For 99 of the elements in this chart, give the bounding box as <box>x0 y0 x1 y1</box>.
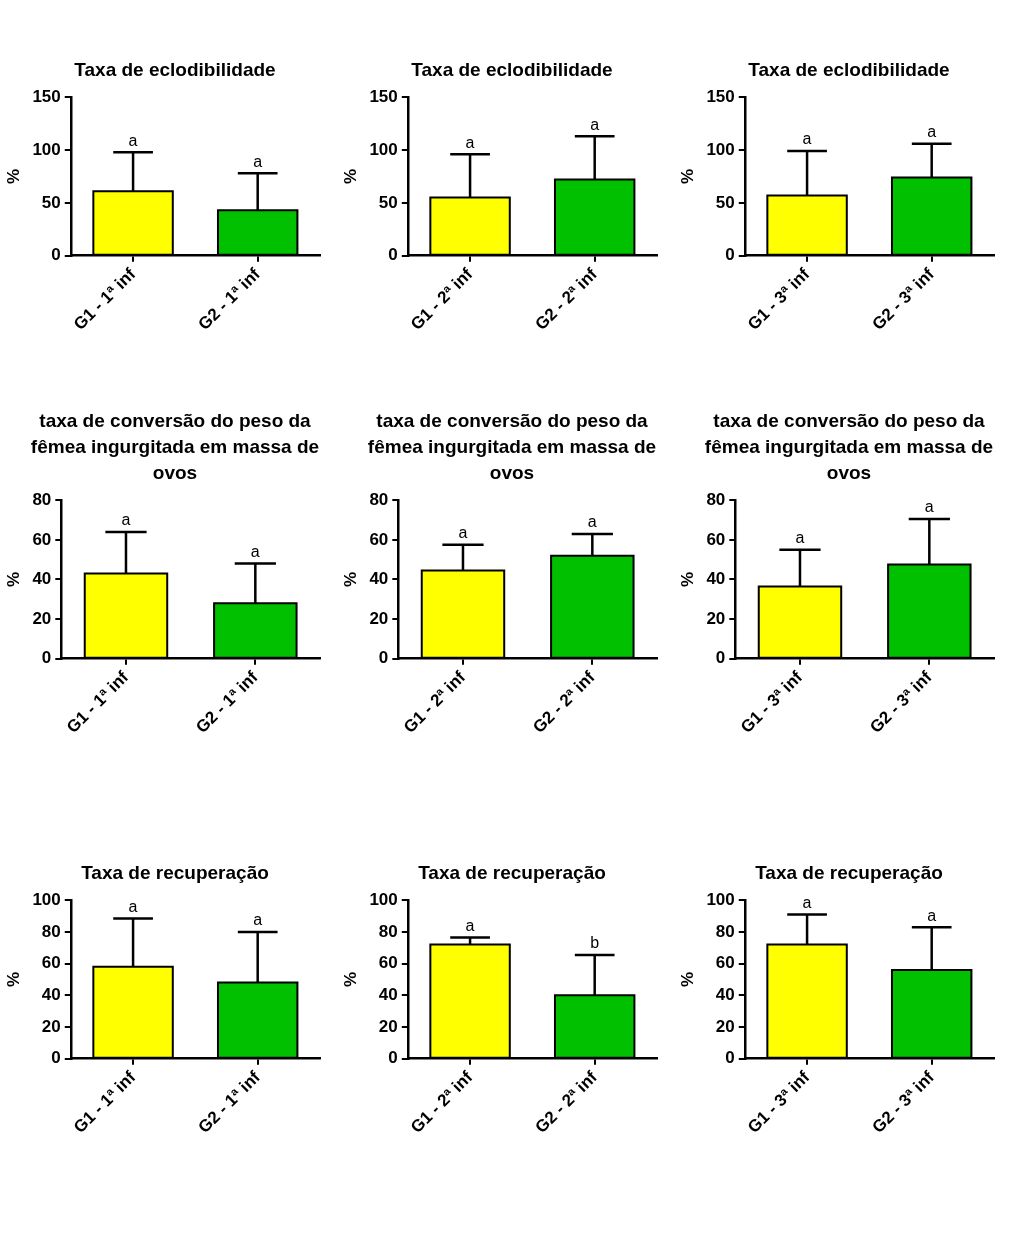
chart-title: Taxa de recuperação <box>80 861 270 885</box>
x-tick-label: G1 - 3ª inf <box>736 667 807 737</box>
y-tick-label: 80 <box>369 489 389 509</box>
y-tick-label: 40 <box>715 984 735 1004</box>
y-tick-label: 20 <box>378 1016 398 1036</box>
x-tick-label: G2 - 2ª inf <box>529 667 599 737</box>
chart-title: taxa de conversão do peso da fêmea ingurgitada em massa de ovos <box>30 409 320 485</box>
x-tick-label: G2 - 3ª inf <box>866 667 936 737</box>
annotation: a <box>458 524 468 542</box>
y-tick-label: 40 <box>32 569 52 589</box>
y-tick-label: 50 <box>41 192 61 212</box>
y-tick-label: 40 <box>369 569 389 589</box>
y-tick-label: 0 <box>725 1048 735 1068</box>
y-tick-label: 0 <box>51 1048 61 1068</box>
x-tick-label: G2 - 1ª inf <box>194 264 265 334</box>
annotation: a <box>128 897 138 915</box>
y-tick-label: 40 <box>378 984 398 1004</box>
annotation: a <box>128 131 138 149</box>
y-tick-label: 20 <box>706 608 726 628</box>
y-tick-label: 100 <box>32 139 61 159</box>
y-axis-title: % <box>340 571 360 588</box>
y-tick-label: 80 <box>378 921 398 941</box>
y-tick-label: 60 <box>706 529 726 549</box>
y-tick-label: 0 <box>388 245 398 265</box>
y-tick-label: 50 <box>715 192 735 212</box>
annotation: a <box>927 123 937 141</box>
y-tick-label: 80 <box>32 489 52 509</box>
annotation: a <box>587 513 597 531</box>
chart-title: taxa de conversão do peso da fêmea ingurgitada em massa de ovos <box>367 409 657 485</box>
y-tick-label: 80 <box>41 921 61 941</box>
x-tick-label: G1 - 2ª inf <box>399 667 470 737</box>
y-axis-title: % <box>340 168 360 185</box>
annotation: a <box>802 130 812 148</box>
y-axis-title: % <box>3 571 23 588</box>
x-tick-label: G2 - 1ª inf <box>192 667 262 737</box>
y-tick-label: 50 <box>378 192 398 212</box>
y-tick-label: 150 <box>369 86 398 106</box>
x-tick-label: G2 - 3ª inf <box>868 1067 939 1137</box>
annotation: a <box>924 498 934 516</box>
annotation: a <box>121 511 131 529</box>
y-tick-label: 40 <box>706 569 726 589</box>
y-tick-label: 20 <box>715 1016 735 1036</box>
y-tick-label: 60 <box>369 529 389 549</box>
y-tick-label: 60 <box>41 953 61 973</box>
x-tick-label: G1 - 1ª inf <box>69 264 140 334</box>
annotation: a <box>465 916 475 934</box>
y-tick-label: 20 <box>32 608 52 628</box>
annotation: a <box>250 543 260 561</box>
y-tick-label: 100 <box>369 139 398 159</box>
x-tick-label: G1 - 1ª inf <box>69 1067 140 1137</box>
x-tick-label: G2 - 1ª inf <box>194 1067 265 1137</box>
y-tick-label: 40 <box>41 984 61 1004</box>
y-tick-label: 20 <box>41 1016 61 1036</box>
y-tick-label: 0 <box>725 245 735 265</box>
y-tick-label: 100 <box>369 889 398 909</box>
chart-title: taxa de conversão do peso da fêmea ingurgitada em massa de ovos <box>704 409 994 485</box>
y-tick-label: 0 <box>715 648 726 668</box>
y-tick-label: 0 <box>41 648 52 668</box>
annotation: b <box>590 934 600 952</box>
y-axis-title: % <box>677 971 697 988</box>
annotation: a <box>590 115 600 133</box>
y-tick-label: 60 <box>378 953 398 973</box>
annotation: a <box>927 906 937 924</box>
annotation: a <box>802 893 812 911</box>
x-tick-label: G1 - 2ª inf <box>406 264 477 334</box>
y-tick-label: 60 <box>715 953 735 973</box>
annotation: a <box>253 152 263 170</box>
y-tick-label: 150 <box>32 86 61 106</box>
y-axis-title: % <box>677 571 697 588</box>
y-tick-label: 60 <box>32 529 52 549</box>
x-tick-label: G1 - 2ª inf <box>406 1067 477 1137</box>
y-tick-label: 150 <box>706 86 735 106</box>
chart-title: Taxa de eclodibilidade <box>747 58 951 82</box>
y-tick-label: 0 <box>51 245 61 265</box>
x-tick-label: G1 - 3ª inf <box>743 1067 814 1137</box>
chart-title: Taxa de recuperação <box>417 861 607 885</box>
annotation: a <box>253 911 263 929</box>
x-tick-label: G2 - 2ª inf <box>531 264 602 334</box>
y-tick-label: 100 <box>706 139 735 159</box>
annotation: a <box>795 529 805 547</box>
x-tick-label: G1 - 1ª inf <box>62 667 133 737</box>
y-tick-label: 100 <box>32 889 61 909</box>
y-tick-label: 80 <box>715 921 735 941</box>
chart-title: Taxa de eclodibilidade <box>410 58 614 82</box>
x-tick-label: G2 - 2ª inf <box>531 1067 602 1137</box>
chart-title: Taxa de eclodibilidade <box>73 58 277 82</box>
y-axis-title: % <box>3 168 23 185</box>
x-tick-label: G1 - 3ª inf <box>743 264 814 334</box>
y-tick-label: 0 <box>378 648 389 668</box>
x-tick-label: G2 - 3ª inf <box>868 264 939 334</box>
y-tick-label: 20 <box>369 608 389 628</box>
annotation: a <box>465 133 475 151</box>
y-axis-title: % <box>340 971 360 988</box>
chart-title: Taxa de recuperação <box>754 861 944 885</box>
y-tick-label: 80 <box>706 489 726 509</box>
y-tick-label: 100 <box>706 889 735 909</box>
y-tick-label: 0 <box>388 1048 398 1068</box>
y-axis-title: % <box>3 971 23 988</box>
y-axis-title: % <box>677 168 697 185</box>
